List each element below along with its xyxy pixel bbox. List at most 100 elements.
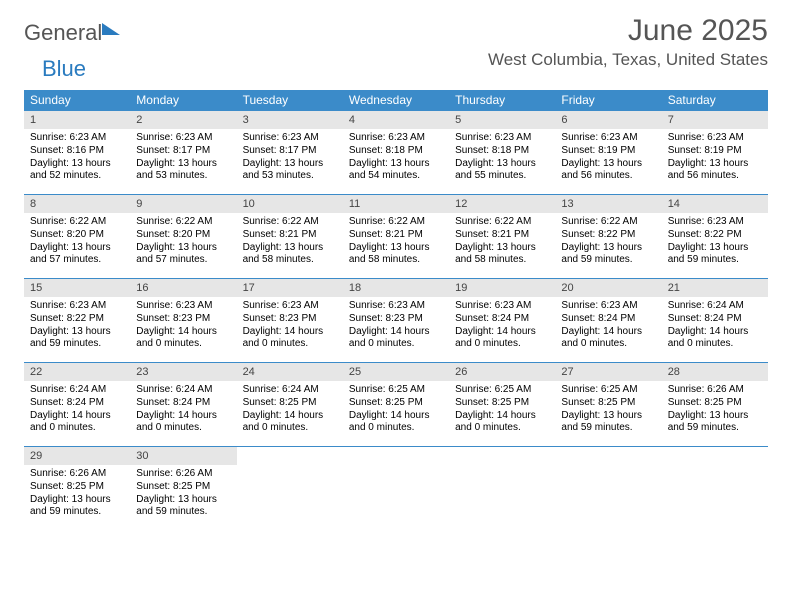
weekday-header: Thursday (449, 90, 555, 111)
sunrise-line: Sunrise: 6:25 AM (349, 384, 443, 397)
sunrise-line: Sunrise: 6:24 AM (668, 300, 762, 313)
sunset-line: Sunset: 8:21 PM (455, 229, 549, 242)
calendar-cell: 16Sunrise: 6:23 AMSunset: 8:23 PMDayligh… (130, 279, 236, 363)
daylight-line1: Daylight: 14 hours (30, 410, 124, 423)
daylight-line2: and 0 minutes. (455, 338, 549, 351)
daylight-line1: Daylight: 13 hours (136, 242, 230, 255)
day-number: 13 (555, 195, 661, 213)
day-body: Sunrise: 6:22 AMSunset: 8:20 PMDaylight:… (24, 213, 130, 271)
day-body: Sunrise: 6:23 AMSunset: 8:24 PMDaylight:… (555, 297, 661, 355)
daylight-line2: and 58 minutes. (243, 254, 337, 267)
day-number: 3 (237, 111, 343, 129)
day-body: Sunrise: 6:23 AMSunset: 8:22 PMDaylight:… (24, 297, 130, 355)
calendar-cell: 25Sunrise: 6:25 AMSunset: 8:25 PMDayligh… (343, 363, 449, 447)
daylight-line1: Daylight: 14 hours (243, 410, 337, 423)
day-number: 2 (130, 111, 236, 129)
sunrise-line: Sunrise: 6:23 AM (455, 132, 549, 145)
sunrise-line: Sunrise: 6:22 AM (30, 216, 124, 229)
daylight-line2: and 0 minutes. (30, 422, 124, 435)
day-body: Sunrise: 6:25 AMSunset: 8:25 PMDaylight:… (343, 381, 449, 439)
day-body: Sunrise: 6:24 AMSunset: 8:24 PMDaylight:… (662, 297, 768, 355)
sunset-line: Sunset: 8:24 PM (668, 313, 762, 326)
day-body: Sunrise: 6:22 AMSunset: 8:20 PMDaylight:… (130, 213, 236, 271)
sunrise-line: Sunrise: 6:23 AM (561, 300, 655, 313)
weekday-header: Monday (130, 90, 236, 111)
calendar-cell (237, 447, 343, 531)
daylight-line2: and 59 minutes. (30, 338, 124, 351)
calendar-cell (449, 447, 555, 531)
daylight-line2: and 54 minutes. (349, 170, 443, 183)
daylight-line1: Daylight: 14 hours (455, 326, 549, 339)
calendar-cell: 23Sunrise: 6:24 AMSunset: 8:24 PMDayligh… (130, 363, 236, 447)
location-label: West Columbia, Texas, United States (488, 50, 768, 70)
sunrise-line: Sunrise: 6:23 AM (349, 132, 443, 145)
calendar-cell: 13Sunrise: 6:22 AMSunset: 8:22 PMDayligh… (555, 195, 661, 279)
sunset-line: Sunset: 8:24 PM (561, 313, 655, 326)
sunrise-line: Sunrise: 6:23 AM (561, 132, 655, 145)
daylight-line1: Daylight: 13 hours (136, 494, 230, 507)
calendar-table: Sunday Monday Tuesday Wednesday Thursday… (24, 90, 768, 531)
sunrise-line: Sunrise: 6:25 AM (561, 384, 655, 397)
daylight-line1: Daylight: 14 hours (136, 410, 230, 423)
calendar-cell: 17Sunrise: 6:23 AMSunset: 8:23 PMDayligh… (237, 279, 343, 363)
day-body: Sunrise: 6:23 AMSunset: 8:17 PMDaylight:… (130, 129, 236, 187)
day-body: Sunrise: 6:26 AMSunset: 8:25 PMDaylight:… (130, 465, 236, 523)
calendar-cell: 26Sunrise: 6:25 AMSunset: 8:25 PMDayligh… (449, 363, 555, 447)
day-number: 5 (449, 111, 555, 129)
daylight-line1: Daylight: 13 hours (243, 158, 337, 171)
weekday-header-row: Sunday Monday Tuesday Wednesday Thursday… (24, 90, 768, 111)
day-body: Sunrise: 6:23 AMSunset: 8:23 PMDaylight:… (343, 297, 449, 355)
day-number: 16 (130, 279, 236, 297)
calendar-cell: 6Sunrise: 6:23 AMSunset: 8:19 PMDaylight… (555, 111, 661, 195)
day-body: Sunrise: 6:23 AMSunset: 8:16 PMDaylight:… (24, 129, 130, 187)
day-number: 14 (662, 195, 768, 213)
day-number: 21 (662, 279, 768, 297)
day-body: Sunrise: 6:24 AMSunset: 8:24 PMDaylight:… (24, 381, 130, 439)
day-body: Sunrise: 6:23 AMSunset: 8:23 PMDaylight:… (130, 297, 236, 355)
daylight-line2: and 0 minutes. (561, 338, 655, 351)
day-body: Sunrise: 6:22 AMSunset: 8:21 PMDaylight:… (237, 213, 343, 271)
sunrise-line: Sunrise: 6:23 AM (136, 132, 230, 145)
calendar-cell: 30Sunrise: 6:26 AMSunset: 8:25 PMDayligh… (130, 447, 236, 531)
daylight-line1: Daylight: 13 hours (30, 242, 124, 255)
calendar-row: 15Sunrise: 6:23 AMSunset: 8:22 PMDayligh… (24, 279, 768, 363)
daylight-line2: and 59 minutes. (136, 506, 230, 519)
sunrise-line: Sunrise: 6:24 AM (30, 384, 124, 397)
daylight-line2: and 53 minutes. (136, 170, 230, 183)
daylight-line1: Daylight: 13 hours (455, 158, 549, 171)
sunset-line: Sunset: 8:22 PM (668, 229, 762, 242)
calendar-cell: 2Sunrise: 6:23 AMSunset: 8:17 PMDaylight… (130, 111, 236, 195)
day-number: 24 (237, 363, 343, 381)
weekday-header: Wednesday (343, 90, 449, 111)
daylight-line1: Daylight: 14 hours (136, 326, 230, 339)
day-body: Sunrise: 6:23 AMSunset: 8:23 PMDaylight:… (237, 297, 343, 355)
daylight-line1: Daylight: 13 hours (668, 158, 762, 171)
calendar-row: 22Sunrise: 6:24 AMSunset: 8:24 PMDayligh… (24, 363, 768, 447)
calendar-cell: 10Sunrise: 6:22 AMSunset: 8:21 PMDayligh… (237, 195, 343, 279)
sunset-line: Sunset: 8:25 PM (136, 481, 230, 494)
daylight-line2: and 59 minutes. (561, 254, 655, 267)
calendar-cell: 7Sunrise: 6:23 AMSunset: 8:19 PMDaylight… (662, 111, 768, 195)
daylight-line2: and 0 minutes. (668, 338, 762, 351)
daylight-line1: Daylight: 13 hours (668, 410, 762, 423)
weekday-header: Saturday (662, 90, 768, 111)
weekday-header: Sunday (24, 90, 130, 111)
calendar-cell: 11Sunrise: 6:22 AMSunset: 8:21 PMDayligh… (343, 195, 449, 279)
weekday-header: Friday (555, 90, 661, 111)
sunset-line: Sunset: 8:25 PM (349, 397, 443, 410)
sunset-line: Sunset: 8:21 PM (243, 229, 337, 242)
calendar-cell (555, 447, 661, 531)
day-number: 23 (130, 363, 236, 381)
daylight-line2: and 0 minutes. (455, 422, 549, 435)
sunset-line: Sunset: 8:17 PM (136, 145, 230, 158)
logo-text-1: General (24, 20, 102, 46)
daylight-line1: Daylight: 13 hours (30, 494, 124, 507)
day-number: 29 (24, 447, 130, 465)
sunrise-line: Sunrise: 6:23 AM (668, 216, 762, 229)
calendar-cell: 27Sunrise: 6:25 AMSunset: 8:25 PMDayligh… (555, 363, 661, 447)
daylight-line1: Daylight: 13 hours (136, 158, 230, 171)
calendar-cell: 22Sunrise: 6:24 AMSunset: 8:24 PMDayligh… (24, 363, 130, 447)
daylight-line2: and 53 minutes. (243, 170, 337, 183)
sunrise-line: Sunrise: 6:26 AM (30, 468, 124, 481)
daylight-line1: Daylight: 13 hours (30, 158, 124, 171)
